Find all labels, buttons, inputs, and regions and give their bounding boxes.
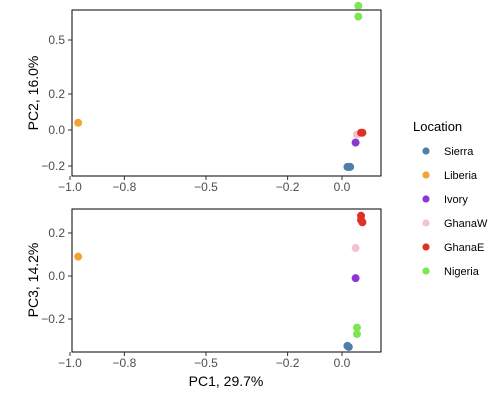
panel-pc3-points [74,211,367,351]
legend-key-liberia [422,171,430,179]
legend-label-ghanae: GhanaE [444,242,484,254]
panel-pc3-ytick-label: 0.0 [48,269,65,283]
legend-key-sierra [422,147,430,155]
panel-pc3-xtick-label: −0.2 [276,356,300,370]
panel-pc3-xticks: −1.0 −0.8 −0.5 −0.2 0.0 [58,352,351,370]
legend-items: Sierra Liberia Ivory GhanaW GhanaE Nigeria [422,146,488,278]
point-ghanaw [351,244,360,253]
panel-pc2-frame [71,9,382,177]
panel-pc3-ytick-label: 0.2 [48,226,65,240]
panel-pc3-xtick-label: 0.0 [334,356,351,370]
legend-title: Location [413,119,462,134]
legend-label-liberia: Liberia [444,170,478,182]
legend-key-ghanaw [422,219,430,227]
legend-label-ghanaw: GhanaW [444,218,488,230]
panel-pc2: −0.2 0.0 0.2 0.5 −1.0 −0.8 −0.5 −0.2 0.0 PC2, 1… [25,1,382,194]
panel-pc3-xtick-label: −0.8 [113,356,137,370]
panel-pc2-ytick-label: 0.2 [48,87,65,101]
panel-pc2-xtick-label: −0.8 [113,180,137,194]
panel-pc2-xtick-label: −1.0 [58,180,82,194]
point-ivory [351,274,360,283]
point-nigeria [354,12,363,21]
point-ivory [351,138,360,147]
point-nigeria [354,1,363,10]
panel-pc3-frame [71,208,382,353]
legend-key-ghanae [422,243,430,251]
panel-pc2-ylabel: PC2, 16.0% [25,56,41,131]
panel-pc3-yticks: −0.2 0.0 0.2 [41,226,72,326]
panel-pc2-xtick-label: −0.2 [276,180,300,194]
x-axis-label: PC1, 29.7% [189,373,264,389]
legend-key-nigeria [422,267,430,275]
panel-pc2-xticks: −1.0 −0.8 −0.5 −0.2 0.0 [58,176,351,194]
point-nigeria [352,330,361,339]
panel-pc2-ytick-label: −0.2 [41,159,65,173]
legend-label-nigeria: Nigeria [444,266,480,278]
panel-pc2-ytick-label: 0.5 [48,33,65,47]
panel-pc2-ytick-label: 0.0 [48,123,65,137]
panel-pc3-ylabel: PC3, 14.2% [25,243,41,318]
point-liberia [74,252,83,261]
panel-pc3: −0.2 0.0 0.2 −1.0 −0.8 −0.5 −0.2 0.0 PC3, 14.2… [25,208,382,389]
panel-pc3-ytick-label: −0.2 [41,312,65,326]
panel-pc2-xtick-label: −0.5 [194,180,218,194]
legend-label-sierra: Sierra [444,146,474,158]
point-liberia [74,118,83,127]
panel-pc2-yticks: −0.2 0.0 0.2 0.5 [41,33,72,173]
point-sierra [344,342,353,351]
legend: Location Sierra Liberia Ivory GhanaW GhanaE N… [413,119,488,278]
panel-pc3-xtick-label: −1.0 [58,356,82,370]
panel-pc2-points [74,1,367,171]
point-sierra [346,162,355,171]
legend-label-ivory: Ivory [444,194,468,206]
point-ghanae [358,128,367,137]
point-ghanae [358,218,367,227]
legend-key-ivory [422,195,430,203]
panel-pc3-xtick-label: −0.5 [194,356,218,370]
panel-pc2-xtick-label: 0.0 [334,180,351,194]
point-nigeria [352,323,361,332]
